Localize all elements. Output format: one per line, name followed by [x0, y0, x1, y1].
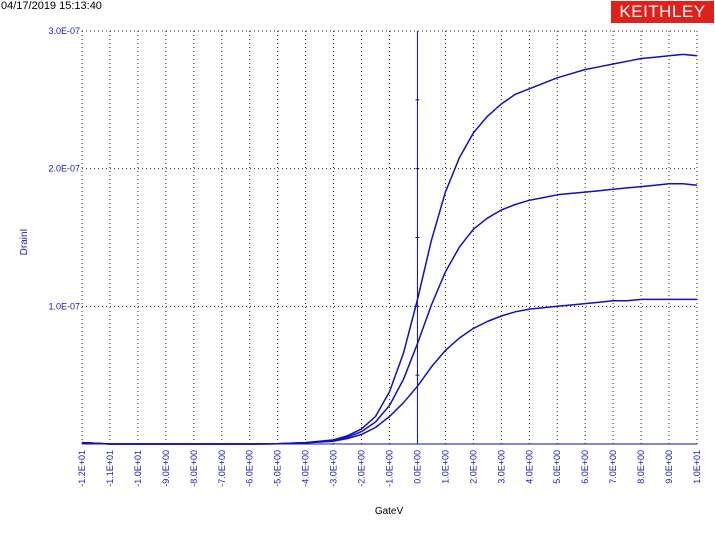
x-tick-labels: -1.2E+01 -1.1E+01 -1.0E+01 -9.0E+00 -8.0E+00… — [77, 450, 702, 487]
x-axis-title: GateV — [375, 506, 404, 517]
series-line-2 — [81, 183, 698, 445]
axes — [82, 31, 697, 445]
x-tick-label: -3.0E+00 — [329, 450, 339, 487]
series-line-1 — [81, 53, 698, 445]
x-tick-label: 7.0E+00 — [608, 450, 618, 484]
x-tick-label: 8.0E+00 — [636, 450, 646, 484]
x-tick-label: 1.0E+00 — [440, 450, 450, 484]
x-tick-label: 5.0E+00 — [552, 450, 562, 484]
series-lines — [81, 53, 698, 445]
x-tick-label: -6.0E+00 — [245, 450, 255, 487]
x-tick-label: -8.0E+00 — [189, 450, 199, 487]
grid — [81, 30, 698, 444]
x-tick-label: 9.0E+00 — [664, 450, 674, 484]
x-tick-label: -5.0E+00 — [273, 450, 283, 487]
x-tick-label: -1.1E+01 — [105, 450, 115, 487]
keithley-logo: KEITHLEY — [611, 1, 714, 23]
x-tick-label: -1.0E+00 — [385, 450, 395, 487]
x-tick-label: -1.2E+01 — [77, 450, 87, 487]
x-tick-label: -2.0E+00 — [357, 450, 367, 487]
x-tick-label: -1.0E+01 — [133, 450, 143, 487]
x-tick-label: 6.0E+00 — [580, 450, 590, 484]
x-tick-label: 3.0E+00 — [496, 450, 506, 484]
x-tick-label: -4.0E+00 — [301, 450, 311, 487]
y-tick-label: 3.0E-07 — [48, 26, 80, 36]
y-tick-label: 1.0E-07 — [48, 301, 80, 311]
y-axis-title: DrainI — [19, 229, 30, 256]
y-tick-labels: 1.0E-07 2.0E-07 3.0E-07 — [48, 26, 80, 311]
x-tick-label: 4.0E+00 — [524, 450, 534, 484]
timestamp: 04/17/2019 15:13:40 — [1, 0, 102, 12]
x-tick-label: 0.0E+00 — [412, 450, 422, 484]
x-tick-label: 1.0E+01 — [692, 450, 702, 484]
series-line-3 — [81, 298, 697, 445]
y-tick-label: 2.0E-07 — [48, 164, 80, 174]
x-tick-label: -9.0E+00 — [161, 450, 171, 487]
x-tick-label: 2.0E+00 — [468, 450, 478, 484]
x-tick-label: -7.0E+00 — [217, 450, 227, 487]
